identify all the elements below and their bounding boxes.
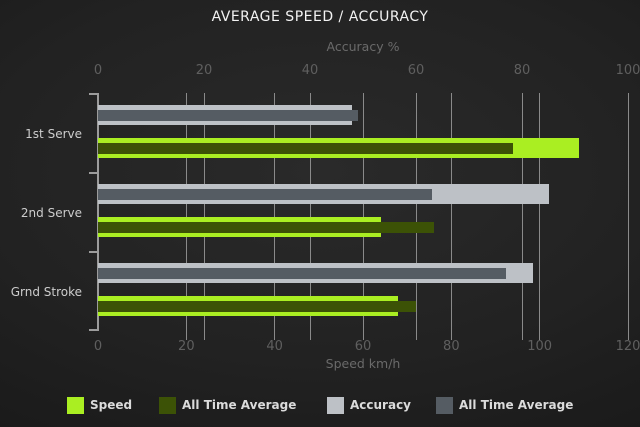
accuracy-tick-label: 0 (93, 63, 103, 78)
accuracy-tick-label: 20 (195, 63, 213, 78)
accuracy-gridline (203, 93, 205, 340)
speed-gridline (450, 93, 452, 340)
chart-title: AVERAGE SPEED / ACCURACY (211, 9, 429, 25)
speed-average-swatch (159, 397, 176, 414)
legend-label: All Time Average (459, 398, 574, 412)
speed-tick-label: 120 (615, 339, 640, 354)
legend-label: Speed (90, 398, 133, 412)
y-axis-line (97, 93, 99, 331)
speed-gridline (185, 93, 187, 340)
category-label: 1st Serve (25, 127, 82, 141)
accuracy-average-swatch (436, 397, 453, 414)
speed-gridline (362, 93, 364, 340)
speed-tick-label: 20 (178, 339, 195, 354)
speed-gridline (274, 93, 276, 340)
accuracy-tick-label: 100 (615, 63, 640, 78)
y-axis-tick (89, 172, 98, 174)
category-label: 2nd Serve (20, 206, 82, 220)
speed-average-bar (98, 221, 434, 233)
category-label: Grnd Stroke (10, 285, 82, 299)
accuracy-tick-label: 80 (513, 63, 531, 78)
accuracy-average-bar (98, 188, 432, 200)
legend-label: All Time Average (182, 398, 297, 412)
accuracy-tick-label: 40 (301, 63, 319, 78)
speed-tick-label: 0 (93, 339, 103, 354)
y-axis-tick (89, 329, 98, 331)
speed-swatch (67, 397, 84, 414)
accuracy-average-bar (98, 267, 507, 279)
y-axis-tick (89, 93, 98, 95)
speed-axis-title: Speed km/h (325, 356, 401, 371)
plot-area: 0 20 40 60 80 100 0 20 40 60 80 100 120 1st Serve 2nd … (11, 63, 640, 354)
speed-average-bar (98, 142, 514, 154)
accuracy-tick-label: 60 (407, 63, 425, 78)
speed-gridline (539, 93, 541, 340)
speed-tick-label: 100 (527, 339, 553, 354)
speed-gridline (627, 93, 629, 340)
speed-tick-label: 40 (266, 339, 283, 354)
speed-tick-label: 60 (354, 339, 372, 354)
speed-tick-label: 80 (443, 339, 460, 354)
accuracy-swatch (327, 397, 344, 414)
chart-legend: Speed All Time Average Accuracy All Time… (0, 397, 640, 415)
accuracy-average-bar (98, 109, 358, 121)
legend-label: Accuracy (350, 398, 412, 412)
y-axis-tick (89, 251, 98, 253)
accuracy-axis-title: Accuracy % (326, 39, 400, 54)
accuracy-gridline (415, 93, 417, 340)
accuracy-gridline (521, 93, 523, 340)
accuracy-gridline (309, 93, 311, 340)
speed-average-bar (98, 300, 416, 312)
